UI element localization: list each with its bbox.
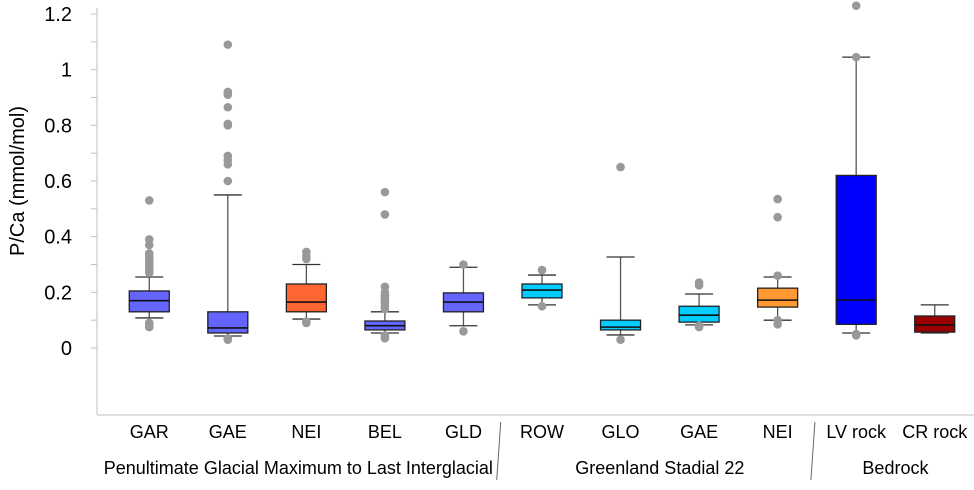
category-label: ROW [520,422,564,442]
category-label: LV rock [826,422,887,442]
group-divider [496,421,502,481]
outlier-point [223,335,233,344]
outlier-point [537,265,547,275]
axes: 0 0.2 0.4 0.6 0.8 1 1.2 [44,4,974,416]
outlier-point [851,331,861,340]
y-tick-label: 1 [61,60,72,82]
outlier-point [223,40,233,49]
outlier-point [616,162,625,172]
outlier-point [302,254,311,264]
y-tick-label: 0.2 [44,282,72,304]
iqr-box [285,283,328,313]
outlier-point [223,102,233,112]
box-gae [678,278,720,332]
y-tick-label: 0.6 [44,171,72,193]
box-row [521,265,563,311]
box-nei [756,194,799,329]
box-cr-rock [914,304,956,334]
outlier-point [223,160,233,169]
outlier-point [459,260,468,269]
box-bel [364,187,406,343]
outlier-point [144,268,154,278]
group-label: Bedrock [862,458,929,478]
iqr-box [756,287,799,308]
iqr-box [835,174,877,325]
iqr-box [599,319,642,331]
y-axis-label: P/Ca (mmol/mol) [7,106,29,256]
y-tick-label: 0 [61,338,72,360]
outlier-point [144,196,154,205]
group-divider [810,421,816,481]
outlier-point [144,322,154,332]
outlier-point [773,194,782,204]
category-label: NEI [291,422,321,442]
outlier-point [694,281,704,290]
outlier-point [773,271,782,280]
iqr-box [914,315,956,333]
outlier-point [223,176,233,186]
boxes [128,1,956,344]
outlier-point [223,121,233,130]
category-label: BEL [368,422,402,442]
category-label: CR rock [902,422,968,442]
iqr-box [678,305,720,323]
outlier-point [459,327,468,336]
category-label: GAE [209,422,247,442]
box-lv-rock [835,1,877,340]
box-gld [442,260,485,336]
outlier-point [851,52,861,62]
category-label: NEI [763,422,793,442]
category-label: GLD [445,422,482,442]
y-tick-label: 0.8 [44,115,72,137]
box-gae [207,40,249,344]
group-label: Penultimate Glacial Maximum to Last Inte… [104,458,493,478]
box-glo [599,162,642,344]
category-label: GAE [680,422,718,442]
outlier-point [773,212,782,222]
iqr-box [207,311,249,334]
outlier-point [380,210,390,219]
group-label: Greenland Stadial 22 [575,458,744,478]
box-nei [285,247,328,328]
outlier-point [223,90,233,100]
outlier-point [616,335,625,344]
iqr-box [521,283,563,299]
outlier-point [851,1,861,10]
outlier-point [694,322,704,332]
outlier-point [302,318,311,328]
outlier-point [537,301,547,311]
y-tick-label: 1.2 [44,4,72,26]
outlier-point [380,187,390,197]
outlier-point [380,304,390,314]
category-label: GAR [130,422,169,442]
category-label: GLO [602,422,640,442]
outlier-point [380,333,390,343]
outlier-point [144,240,154,250]
category-labels: GAR GAE NEI BEL GLD ROW GLO GAE NEI LV rock CR roc… [104,421,968,481]
outlier-point [773,320,782,329]
box-gar [128,196,170,332]
y-tick-label: 0.4 [44,227,72,249]
